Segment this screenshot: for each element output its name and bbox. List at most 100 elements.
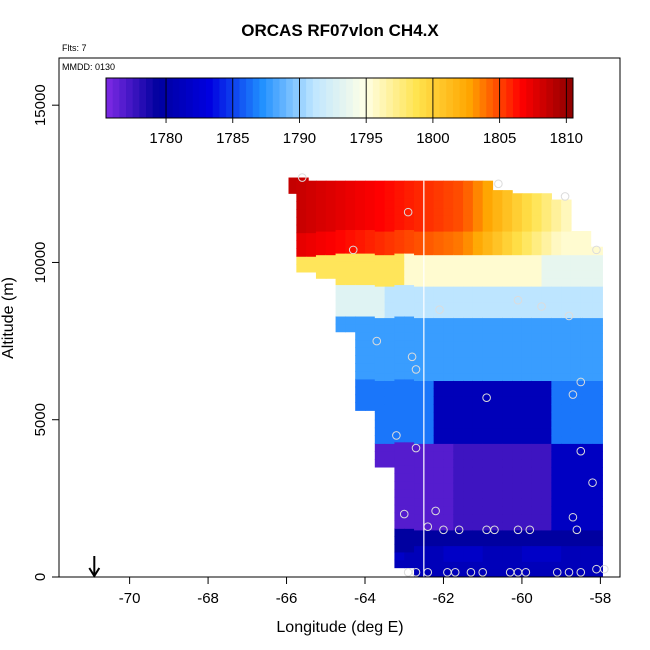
heatmap-cell: [592, 286, 603, 295]
colorbar-segment: [566, 78, 574, 118]
heatmap-cell: [423, 388, 435, 397]
heatmap-cell: [531, 215, 543, 224]
heatmap-cell: [502, 521, 513, 531]
heatmap-cell: [482, 411, 494, 421]
heatmap-cell: [394, 426, 405, 435]
heatmap-cell: [582, 561, 594, 570]
heatmap-cell: [521, 490, 533, 499]
heatmap-cell: [551, 199, 562, 209]
heatmap-cell: [512, 215, 523, 224]
heatmap-cell: [414, 451, 425, 460]
heatmap-cell: [551, 364, 562, 374]
heatmap-cell: [551, 293, 562, 303]
sample-point: [411, 365, 421, 374]
x-tick-label: -68: [197, 590, 219, 607]
heatmap-cell: [521, 199, 533, 209]
heatmap-cell: [414, 435, 425, 444]
heatmap-cell: [453, 388, 464, 397]
heatmap-cell: [394, 339, 405, 348]
heatmap-cell: [423, 569, 435, 577]
heatmap-cell: [561, 254, 572, 264]
heatmap-cell: [384, 238, 396, 248]
heatmap-cell: [541, 490, 552, 499]
heatmap-cell: [570, 278, 582, 287]
heatmap-cell: [570, 411, 582, 421]
heatmap-cell: [472, 231, 484, 240]
heatmap-cell: [443, 498, 454, 507]
heatmap-cell: [404, 253, 415, 262]
heatmap-cell: [472, 301, 484, 311]
heatmap-cell: [561, 404, 572, 413]
heatmap-cell: [374, 238, 386, 248]
heatmap-cell: [502, 215, 513, 224]
heatmap-cell: [394, 457, 405, 466]
heatmap-cell: [345, 292, 356, 301]
heatmap-cell: [443, 459, 454, 468]
colorbar-tick-label: 1780: [149, 130, 182, 147]
heatmap-cell: [404, 260, 415, 270]
heatmap-cell: [433, 215, 445, 224]
heatmap-cell: [521, 215, 533, 224]
heatmap-cell: [453, 293, 464, 303]
heatmap-cell: [463, 262, 474, 271]
heatmap-cell: [541, 262, 552, 271]
heatmap-cell: [433, 443, 445, 452]
heatmap-cell: [512, 514, 523, 523]
heatmap-cell: [404, 536, 415, 545]
heatmap-cell: [570, 419, 582, 429]
heatmap-cell: [561, 396, 572, 405]
heatmap-cell: [404, 180, 415, 183]
heatmap-cell: [521, 435, 533, 444]
heatmap-cell: [404, 512, 415, 521]
heatmap-cell: [394, 543, 405, 553]
heatmap-cell: [374, 293, 386, 303]
heatmap-cell: [453, 451, 464, 460]
heatmap-cell: [433, 333, 445, 342]
heatmap-cell: [551, 537, 562, 547]
heatmap-cell: [551, 286, 562, 295]
heatmap-cell: [531, 506, 543, 515]
heatmap-cell: [423, 270, 435, 279]
heatmap-cell: [443, 207, 454, 216]
heatmap-cell: [325, 246, 337, 256]
heatmap-cell: [433, 474, 445, 484]
heatmap-cell: [423, 254, 435, 264]
heatmap-cell: [541, 396, 552, 405]
heatmap-cell: [512, 286, 523, 295]
heatmap-cell: [433, 435, 445, 444]
heatmap-cell: [561, 569, 572, 577]
heatmap-cell: [365, 190, 376, 199]
heatmap-cell: [365, 378, 376, 388]
heatmap-cell: [404, 182, 415, 191]
heatmap-cell: [521, 231, 533, 240]
heatmap-cell: [472, 506, 484, 515]
heatmap-cell: [561, 537, 572, 547]
heatmap-cell: [551, 356, 562, 366]
heatmap-cell: [512, 364, 523, 374]
heatmap-cell: [502, 396, 513, 405]
heatmap-cell: [453, 404, 464, 413]
heatmap-cell: [512, 238, 523, 248]
heatmap-cell: [582, 459, 594, 468]
heatmap-cell: [404, 465, 415, 474]
colorbar-segment: [312, 78, 320, 118]
heatmap-cell: [482, 490, 494, 499]
heatmap-cell: [443, 466, 454, 476]
heatmap-cell: [492, 231, 503, 240]
heatmap-cell: [512, 270, 523, 279]
heatmap-cell: [443, 419, 454, 429]
heatmap-cell: [433, 191, 445, 201]
heatmap-cell: [512, 223, 523, 232]
heatmap-cell: [365, 315, 376, 325]
heatmap-cell: [414, 207, 425, 216]
heatmap-cell: [443, 278, 454, 287]
heatmap-cell: [404, 229, 415, 238]
heatmap-cell: [512, 404, 523, 413]
heatmap-cell: [582, 293, 594, 303]
heatmap-cell: [472, 569, 484, 577]
heatmap-cell: [325, 199, 337, 209]
heatmap-cell: [592, 459, 603, 468]
heatmap-cell: [463, 506, 474, 515]
heatmap-cell: [512, 537, 523, 547]
heatmap-cell: [433, 207, 445, 216]
